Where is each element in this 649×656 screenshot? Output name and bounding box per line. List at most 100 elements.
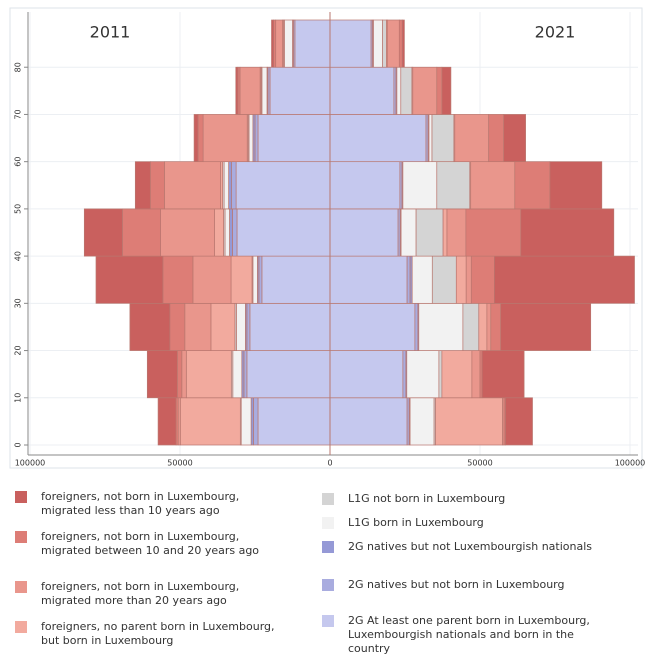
bar-segment bbox=[503, 114, 526, 163]
legend-label: foreigners, not born in Luxembourg, migr… bbox=[41, 530, 260, 557]
bar-segment bbox=[235, 66, 239, 115]
legend-item: foreigners, not born in Luxembourg, migr… bbox=[15, 530, 291, 558]
bar-segment bbox=[202, 114, 248, 163]
bar-segment bbox=[231, 161, 237, 210]
bar-segment bbox=[230, 255, 253, 304]
bar-segment bbox=[248, 114, 254, 163]
bar-segment bbox=[441, 350, 473, 399]
legend-item: foreigners, not born in Luxembourg, migr… bbox=[15, 580, 291, 608]
y-tick-label: 40 bbox=[14, 251, 23, 261]
bar-segment bbox=[490, 302, 502, 351]
bar-segment bbox=[412, 66, 438, 115]
bar-segment bbox=[275, 19, 283, 68]
bar-segment bbox=[129, 302, 171, 351]
bar-segment bbox=[329, 66, 395, 115]
legend-label: foreigners, no parent born in Luxembourg… bbox=[41, 620, 275, 647]
y-tick-label: 60 bbox=[14, 157, 23, 167]
bar-segment bbox=[329, 114, 427, 163]
bar-segment bbox=[386, 19, 400, 68]
legend-item: foreigners, no parent born in Luxembourg… bbox=[15, 620, 291, 648]
bar-segment bbox=[329, 208, 399, 257]
legend-item: 2G natives but not Luxembourgish nationa… bbox=[322, 540, 618, 554]
bar-segment bbox=[181, 350, 187, 399]
bar-segment bbox=[184, 302, 212, 351]
bar-segment bbox=[224, 208, 230, 257]
bar-segment bbox=[122, 208, 161, 257]
legend-swatch bbox=[322, 541, 334, 553]
bar-segment bbox=[401, 19, 405, 68]
legend-swatch bbox=[322, 615, 334, 627]
bar-segment bbox=[329, 255, 408, 304]
bar-segment bbox=[257, 397, 331, 446]
x-tick-label: 100000 bbox=[15, 459, 46, 468]
bar-segment bbox=[402, 350, 407, 399]
bar-segment bbox=[431, 114, 455, 163]
bar-segment bbox=[414, 302, 419, 351]
legend-swatch bbox=[15, 621, 27, 633]
bar-segment bbox=[246, 350, 331, 399]
bar-segment bbox=[441, 66, 452, 115]
bar-segment bbox=[185, 350, 232, 399]
bar-segment bbox=[494, 255, 635, 304]
bar-segment bbox=[481, 350, 525, 399]
bar-segment bbox=[470, 255, 495, 304]
bar-segment bbox=[431, 255, 457, 304]
bar-segment bbox=[549, 161, 603, 210]
bar-segment bbox=[176, 350, 183, 399]
bar-segment bbox=[428, 114, 433, 163]
bar-segment bbox=[146, 350, 178, 399]
bar-segment bbox=[269, 66, 331, 115]
bar-segment bbox=[418, 302, 464, 351]
bar-segment bbox=[520, 208, 615, 257]
side-title: 2021 bbox=[535, 23, 576, 42]
bar-segment bbox=[329, 161, 401, 210]
bar-segment bbox=[179, 397, 241, 446]
y-tick-label: 50 bbox=[14, 204, 23, 214]
bar-segment bbox=[373, 19, 383, 68]
bar-segment bbox=[329, 302, 416, 351]
bar-segment bbox=[415, 208, 444, 257]
x-tick-label: 50000 bbox=[167, 459, 192, 468]
y-tick-label: 30 bbox=[14, 298, 23, 308]
bar-segment bbox=[160, 208, 215, 257]
bar-segment bbox=[197, 114, 204, 163]
bar-segment bbox=[258, 255, 263, 304]
bar-segment bbox=[240, 397, 252, 446]
bar-segment bbox=[250, 397, 254, 446]
bar-segment bbox=[409, 397, 435, 446]
bar-segment bbox=[442, 208, 448, 257]
bar-segment bbox=[228, 161, 232, 210]
bar-segment bbox=[454, 114, 490, 163]
bar-segment bbox=[470, 161, 516, 210]
y-tick-label: 80 bbox=[14, 62, 23, 72]
bar-segment bbox=[149, 161, 165, 210]
bar-segment bbox=[169, 302, 186, 351]
bar-segment bbox=[284, 19, 293, 68]
legend-label: foreigners, not born in Luxembourg, migr… bbox=[41, 490, 240, 517]
legend-swatch bbox=[15, 531, 27, 543]
bar-segment bbox=[486, 302, 492, 351]
legend-item: foreigners, not born in Luxembourg, migr… bbox=[15, 490, 291, 518]
bar-segment bbox=[505, 397, 533, 446]
bar-segment bbox=[488, 114, 505, 163]
bar-segment bbox=[192, 255, 232, 304]
bar-segment bbox=[446, 208, 467, 257]
bar-segment bbox=[214, 208, 224, 257]
legend-label: foreigners, not born in Luxembourg, migr… bbox=[41, 580, 240, 607]
bar-segment bbox=[253, 397, 259, 446]
x-tick-label: 100000 bbox=[615, 459, 646, 468]
bar-segment bbox=[465, 208, 522, 257]
legend-swatch bbox=[322, 579, 334, 591]
bar-segment bbox=[95, 255, 164, 304]
bar-segment bbox=[271, 19, 274, 68]
x-tick-label: 50000 bbox=[467, 459, 492, 468]
y-tick-label: 10 bbox=[14, 393, 23, 403]
bar-segment bbox=[193, 114, 199, 163]
bar-segment bbox=[471, 350, 481, 399]
legend-label: L1G not born in Luxembourg bbox=[348, 492, 506, 505]
bar-segment bbox=[402, 161, 438, 210]
bar-segment bbox=[396, 66, 402, 115]
bar-segment bbox=[478, 302, 488, 351]
bar-segment bbox=[462, 302, 480, 351]
